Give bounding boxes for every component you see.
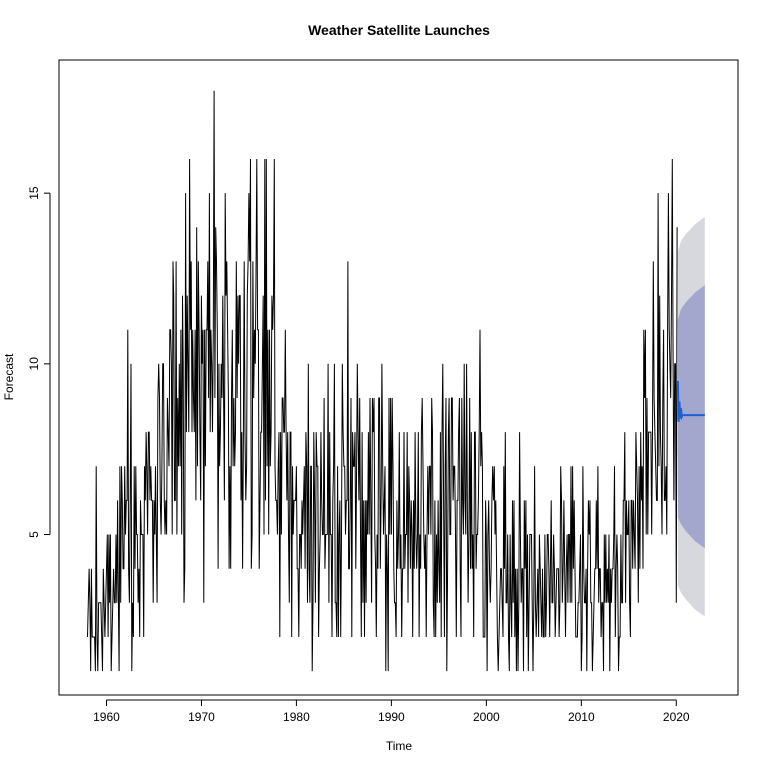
x-tick-label: 2000 bbox=[473, 710, 500, 724]
plot-frame bbox=[58, 59, 739, 696]
chart-title: Weather Satellite Launches bbox=[308, 22, 490, 38]
y-tick-label: 10 bbox=[27, 357, 41, 371]
forecast-line bbox=[676, 380, 705, 422]
x-tick-label: 1980 bbox=[283, 710, 310, 724]
x-tick-label: 1990 bbox=[378, 710, 405, 724]
y-axis: 5 10 15 bbox=[27, 186, 51, 538]
x-tick-label: 2020 bbox=[663, 710, 690, 724]
x-axis: 1960 1970 1980 1990 2000 2010 2020 bbox=[93, 699, 690, 724]
x-tick-label: 2010 bbox=[568, 710, 595, 724]
y-tick-label: 15 bbox=[27, 186, 41, 200]
x-axis-label: Time bbox=[386, 739, 413, 753]
history-line bbox=[87, 90, 678, 672]
interval-80-band bbox=[677, 285, 705, 549]
y-tick-label: 5 bbox=[27, 531, 41, 538]
y-axis-label: Forecast bbox=[2, 353, 16, 400]
plot-area bbox=[87, 90, 705, 672]
x-tick-label: 1970 bbox=[188, 710, 215, 724]
x-tick-label: 1960 bbox=[93, 710, 120, 724]
